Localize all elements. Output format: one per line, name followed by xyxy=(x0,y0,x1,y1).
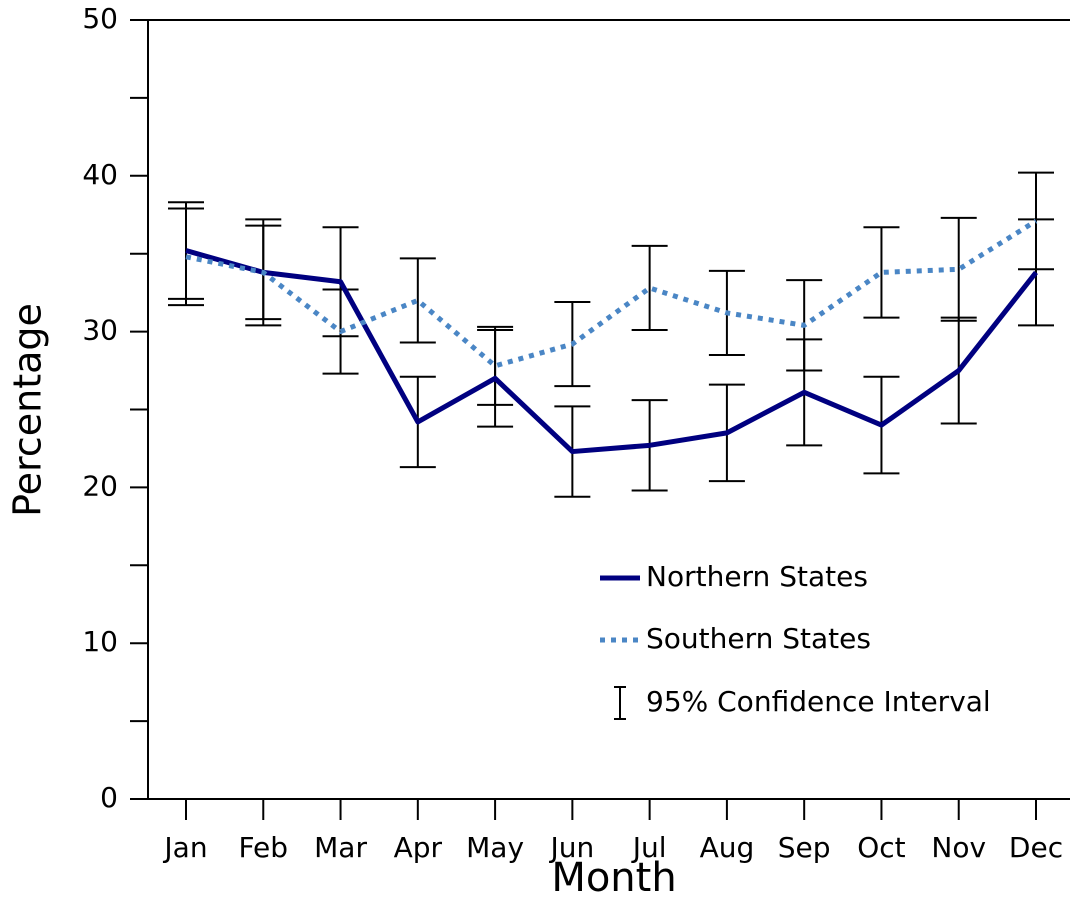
x-tick-label: Jun xyxy=(548,831,594,864)
series-line xyxy=(185,248,1038,455)
y-tick-label: 20 xyxy=(82,469,118,502)
x-tick-label: Apr xyxy=(394,831,443,864)
x-tick-label: Aug xyxy=(700,831,755,864)
error-bar xyxy=(477,325,514,406)
error-bar xyxy=(863,226,900,319)
x-axis-title: Month xyxy=(551,855,676,901)
error-bar xyxy=(631,244,668,332)
error-bar xyxy=(399,257,436,344)
legend-error-icon xyxy=(614,686,626,720)
y-tick-label: 50 xyxy=(82,2,118,35)
series-line xyxy=(185,218,1038,369)
x-tick-label: Jul xyxy=(631,831,667,864)
y-tick-label: 0 xyxy=(100,781,118,814)
x-tick-label: Sep xyxy=(778,831,831,864)
y-tick-label: 10 xyxy=(82,625,118,658)
x-tick-label: Mar xyxy=(314,831,367,864)
x-tick-label: Jan xyxy=(162,831,207,864)
x-tick-label: Nov xyxy=(931,831,986,864)
x-tick-label: Feb xyxy=(238,831,288,864)
legend-label: Southern States xyxy=(646,622,871,655)
error-bar xyxy=(940,216,977,322)
y-tick-label: 40 xyxy=(82,158,118,191)
y-axis-title: Percentage xyxy=(6,303,50,517)
legend-label: Northern States xyxy=(646,560,868,593)
x-tick-label: May xyxy=(466,831,524,864)
y-tick-label: 30 xyxy=(82,314,118,347)
x-tick-label: Oct xyxy=(857,831,905,864)
legend-label: 95% Confidence Interval xyxy=(646,685,991,718)
x-tick-label: Dec xyxy=(1009,831,1063,864)
